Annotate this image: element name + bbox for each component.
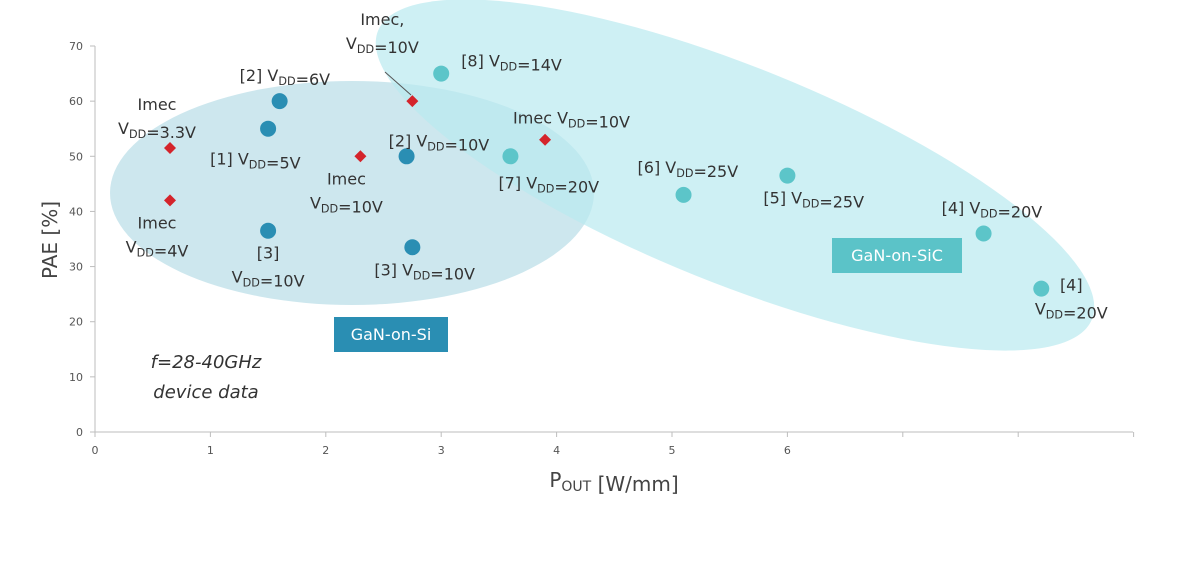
y-tick-label: 60: [69, 95, 83, 108]
x-tick-label: 2: [322, 444, 329, 457]
gan-on-si-label: GaN-on-Si: [351, 325, 432, 344]
point-label: VDD=10V: [346, 34, 419, 57]
x-tick-label: 1: [207, 444, 214, 457]
point-label: VDD=10V: [310, 193, 383, 216]
condition-note-line1: f=28-40GHz: [151, 352, 262, 373]
y-axis-title: PAE [%]: [38, 201, 62, 279]
point-label: [4]: [1060, 276, 1083, 295]
gan-on-sic-label: GaN-on-SiC: [851, 246, 943, 265]
point-label: VDD=10V: [232, 268, 305, 291]
x-tick-label: 6: [784, 444, 791, 457]
point-label: [5] VDD=25V: [763, 189, 864, 212]
gan-on-sic-label-bg: [832, 238, 962, 273]
point-label: [2] VDD=10V: [389, 131, 490, 154]
x-tick-label: 3: [438, 444, 445, 457]
gan-on-sic-label-box: GaN-on-SiC: [832, 238, 962, 273]
y-tick-label: 0: [76, 426, 83, 439]
tick-layer: 0 10 20 30 40 50 60 70 0 1 2 3 4 5 6: [69, 40, 1135, 457]
gan-on-sic-point: [502, 148, 519, 165]
gan-on-sic-point: [975, 225, 992, 242]
x-tick-label: 5: [669, 444, 676, 457]
gan-on-si-point: [398, 148, 415, 165]
point-label: [4] VDD=20V: [942, 198, 1043, 221]
condition-note-line2: device data: [153, 382, 258, 403]
point-label: Imec: [138, 95, 177, 114]
gan-on-si-point: [260, 120, 277, 137]
point-label: Imec VDD=10V: [513, 109, 630, 132]
imec-point: [539, 133, 552, 146]
gan-on-si-point: [271, 93, 288, 110]
gan-on-si-point: [404, 239, 421, 256]
y-tick-label: 50: [69, 150, 83, 163]
point-label: [8] VDD=14V: [461, 52, 562, 75]
imec-point: [406, 95, 419, 108]
point-label: VDD=3.3V: [118, 119, 196, 142]
point-label: Imec: [138, 213, 177, 232]
imec-point: [164, 142, 177, 155]
point-label: VDD=20V: [1035, 300, 1108, 323]
y-tick-label: 70: [69, 40, 83, 53]
condition-note: f=28-40GHz device data: [151, 352, 262, 403]
points-layer: [164, 65, 1050, 297]
gan-on-si-label-box: GaN-on-Si: [334, 317, 448, 352]
point-label: Imec: [327, 169, 366, 188]
point-label: Imec,: [360, 10, 404, 29]
point-label: [7] VDD=20V: [498, 173, 599, 196]
gan-on-si-point: [260, 222, 277, 239]
gan-on-sic-point: [433, 65, 450, 82]
imec-leader-line: [384, 71, 412, 96]
gan-on-sic-point: [675, 186, 692, 203]
x-axis-title: POUT [W/mm]: [549, 468, 678, 496]
y-tick-label: 40: [69, 205, 83, 218]
y-tick-label: 30: [69, 261, 83, 274]
point-label: VDD=4V: [126, 237, 189, 260]
point-label: [3] VDD=10V: [374, 260, 475, 283]
point-label: [6] VDD=25V: [638, 158, 739, 181]
y-tick-label: 20: [69, 316, 83, 329]
imec-point: [164, 194, 177, 207]
gan-on-si-label-bg: [334, 317, 448, 352]
gan-on-sic-point: [1033, 280, 1050, 297]
y-tick-label: 10: [69, 371, 83, 384]
imec-point: [354, 150, 367, 163]
point-label: [2] VDD=6V: [240, 66, 331, 89]
gan-on-sic-point: [779, 167, 796, 184]
point-labels-layer: [2] VDD=6V [1] VDD=5V [2] VDD=10V [3] VDD=10…: [118, 10, 1108, 322]
x-tick-label: 0: [92, 444, 99, 457]
point-label: [1] VDD=5V: [210, 150, 301, 173]
x-tick-label: 4: [553, 444, 560, 457]
point-label: [3]: [257, 244, 280, 263]
